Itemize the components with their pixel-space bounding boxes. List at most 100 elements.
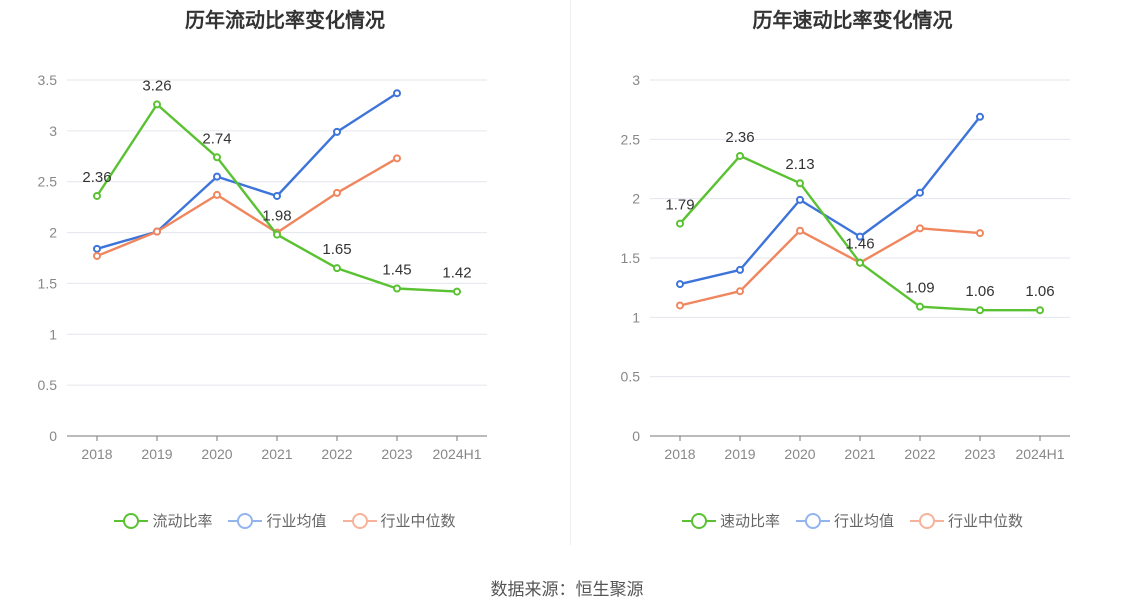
data-point [393,154,401,163]
y-tick-label: 2.5 [621,131,641,147]
data-point [736,151,744,160]
data-point [976,306,984,315]
y-tick-label: 3.5 [38,72,58,88]
chart-legend: 流动比率 行业均值 行业中位数 [0,510,570,531]
x-tick-label: 2018 [81,446,112,462]
x-tick-label: 2018 [664,446,695,462]
series-line-1 [96,92,398,250]
y-tick-label: 3 [632,72,640,88]
legend-label: 行业均值 [833,513,894,530]
series-line-2 [96,157,398,258]
chart-panel-current-ratio: 历年流动比率变化情况 0 0.5 1 1.5 2 2.5 3 3.5 2018 2019 2020 2… [0,0,570,545]
legend-item-industry-mean[interactable]: 行业均值 [795,510,894,531]
data-point [736,265,744,274]
data-point [976,229,984,238]
legend-label: 行业中位数 [948,513,1024,530]
data-point [856,232,864,241]
data-point [676,301,684,310]
data-label: 1.79 [665,197,694,214]
data-point [916,188,924,197]
data-point [393,284,401,293]
data-point [916,302,924,311]
x-tick-label: 2024H1 [432,446,481,462]
data-label: 1.09 [905,280,934,297]
legend-label: 行业中位数 [380,513,456,530]
y-tick-label: 0.5 [621,369,641,385]
x-tick-label: 2019 [141,446,172,462]
data-label: 2.74 [202,130,231,147]
chart-title: 历年速动比率变化情况 [752,10,953,32]
y-tick-label: 1.5 [621,250,641,266]
data-label: 1.65 [322,241,351,258]
data-label: 1.42 [442,265,471,282]
data-point [1036,306,1044,315]
data-point [796,195,804,204]
data-point [213,153,221,162]
data-point [796,179,804,188]
data-label: 1.06 [965,283,994,300]
legend-swatch-icon [795,512,830,529]
y-tick-label: 0 [49,428,57,444]
data-point [213,172,221,181]
data-point [213,190,221,199]
data-point [916,224,924,233]
y-tick-label: 1 [49,326,57,342]
legend-label: 行业均值 [266,513,327,530]
data-label: 3.26 [142,77,171,94]
data-point [93,251,101,260]
x-tick-label: 2021 [261,446,292,462]
panel-divider [570,0,571,545]
legend-swatch-icon [114,512,149,529]
chart-panel-quick-ratio: 历年速动比率变化情况 0 0.5 1 1.5 2 2.5 3 2018 2019 2020 2021… [571,0,1134,545]
chart-legend: 速动比率 行业均值 行业中位数 [571,510,1134,531]
y-tick-label: 1.5 [38,275,58,291]
legend-label: 流动比率 [152,513,213,530]
data-label: 2.36 [725,129,754,146]
data-point [93,244,101,253]
legend-swatch-icon [910,512,944,529]
legend-item-quick-ratio[interactable]: 速动比率 [681,510,780,531]
data-point [676,219,684,228]
y-tick-label: 3 [49,123,57,139]
x-tick-label: 2020 [201,446,232,462]
x-tick-label: 2023 [381,446,412,462]
chart-plot: 0 0.5 1 1.5 2 2.5 3 2018 2019 2020 2021 2022 2023 202… [621,72,1070,462]
series-line-2 [679,227,981,307]
y-tick-label: 2 [632,191,640,207]
data-point [736,287,744,296]
data-point [676,280,684,289]
series-line-1 [679,116,981,286]
data-point [273,191,281,200]
y-tick-label: 2 [49,225,57,241]
x-tick-label: 2022 [321,446,352,462]
legend-item-industry-mean[interactable]: 行业均值 [228,510,327,531]
chart-plot: 0 0.5 1 1.5 2 2.5 3 3.5 2018 2019 2020 2021 2022 2023… [38,72,487,462]
data-point [333,264,341,273]
x-tick-label: 2021 [844,446,875,462]
data-point [333,188,341,197]
data-point [153,227,161,236]
data-point [796,226,804,235]
legend-item-current-ratio[interactable]: 流动比率 [114,510,212,531]
legend-label: 速动比率 [719,513,780,530]
chart-title: 历年流动比率变化情况 [185,10,385,32]
x-tick-label: 2023 [964,446,995,462]
x-tick-label: 2024H1 [1015,446,1064,462]
data-point [856,258,864,267]
legend-swatch-icon [681,512,716,529]
data-point [153,100,161,109]
data-label: 2.13 [785,156,814,173]
data-label: 1.46 [845,236,874,253]
y-tick-label: 1 [632,309,640,325]
data-label: 1.45 [382,262,411,279]
data-label: 1.98 [262,208,291,225]
x-tick-label: 2020 [784,446,815,462]
legend-item-industry-median[interactable]: 行业中位数 [910,510,1023,531]
data-point [453,287,461,296]
data-point [333,127,341,136]
y-tick-label: 0.5 [38,377,58,393]
data-source-note: 数据来源：恒生聚源 [490,580,644,599]
x-tick-label: 2022 [904,446,935,462]
data-label: 2.36 [82,169,111,186]
legend-item-industry-median[interactable]: 行业中位数 [342,510,456,531]
